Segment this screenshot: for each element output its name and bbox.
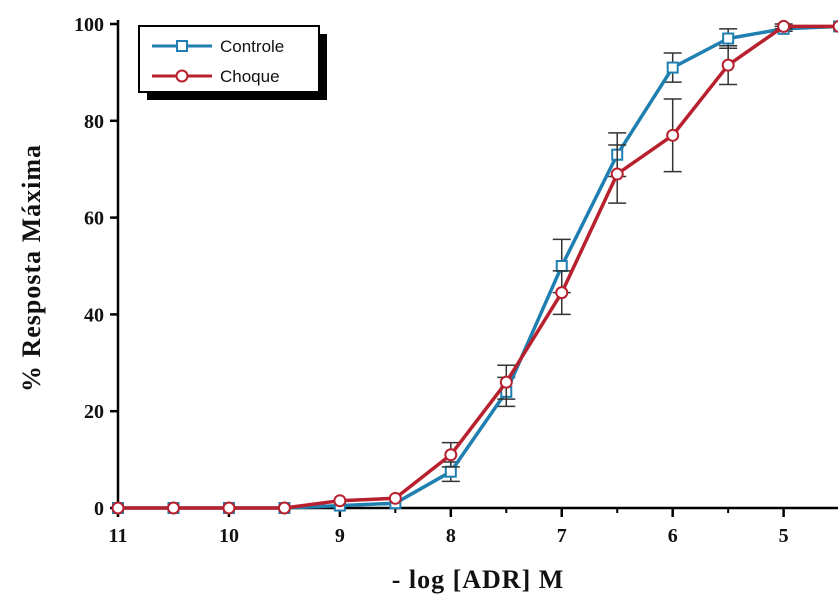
y-tick-label: 40 bbox=[84, 304, 104, 326]
series-line bbox=[118, 24, 838, 510]
y-tick-label: 100 bbox=[74, 14, 104, 36]
x-tick-label: 5 bbox=[779, 525, 789, 547]
data-point bbox=[166, 501, 180, 515]
data-point bbox=[333, 494, 347, 508]
legend: Controle Choque bbox=[138, 25, 327, 100]
data-point bbox=[666, 61, 679, 74]
data-point bbox=[499, 375, 513, 389]
legend-label-controle: Controle bbox=[220, 37, 284, 56]
data-point bbox=[777, 19, 791, 33]
x-axis-title: - log [ADR] M bbox=[392, 565, 565, 594]
data-point bbox=[277, 501, 291, 515]
data-point bbox=[388, 491, 402, 505]
data-point bbox=[444, 465, 457, 478]
x-tick-label: 11 bbox=[109, 525, 128, 547]
data-point bbox=[555, 286, 569, 300]
data-point bbox=[111, 501, 125, 515]
data-point bbox=[832, 20, 838, 33]
x-tick-label: 8 bbox=[446, 525, 456, 547]
y-tick-label: 0 bbox=[94, 498, 104, 520]
x-tick-label: 6 bbox=[668, 525, 678, 547]
y-tick-label: 20 bbox=[84, 401, 104, 423]
y-tick-label: 80 bbox=[84, 111, 104, 133]
data-point bbox=[555, 260, 568, 272]
data-point bbox=[610, 167, 624, 181]
data-point bbox=[666, 128, 680, 142]
legend-box bbox=[138, 25, 320, 93]
x-tick-label: 7 bbox=[557, 525, 567, 547]
legend-marker-controle bbox=[176, 40, 188, 52]
axes: 0 20 40 60 80 100 11 10 9 8 7 6 5 bbox=[74, 14, 838, 547]
data-point bbox=[721, 58, 735, 72]
y-tick-label: 60 bbox=[84, 208, 104, 230]
legend-marker-choque bbox=[175, 69, 189, 83]
legend-label-choque: Choque bbox=[220, 67, 280, 86]
data-point bbox=[444, 448, 458, 462]
data-point bbox=[222, 501, 236, 515]
x-tick-label: 9 bbox=[335, 525, 345, 547]
y-axis-title: % Resposta Máxima bbox=[17, 144, 46, 392]
x-tick-label: 10 bbox=[219, 525, 239, 547]
series-layer bbox=[111, 19, 838, 515]
data-point bbox=[722, 32, 735, 45]
series-choque bbox=[111, 19, 838, 515]
